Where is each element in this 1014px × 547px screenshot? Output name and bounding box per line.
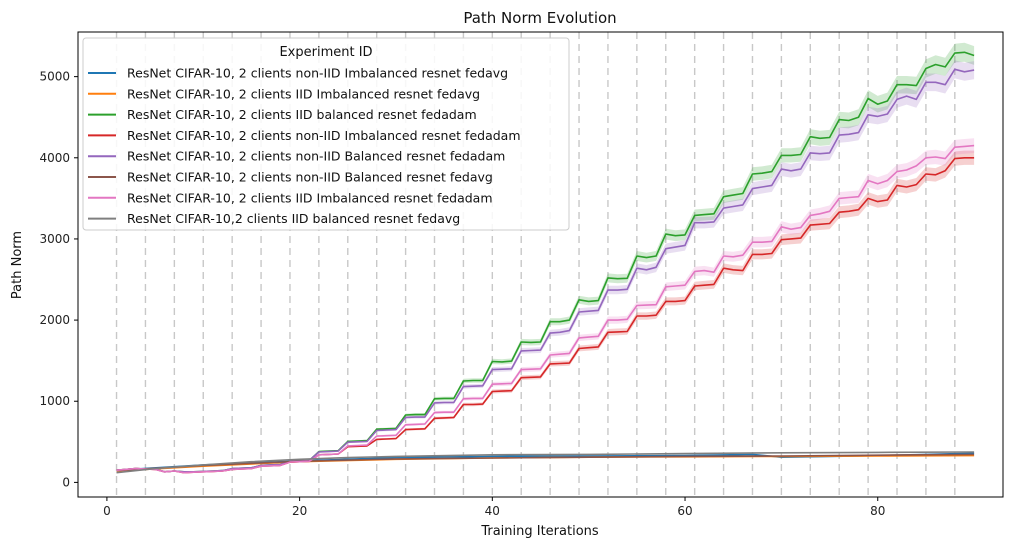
legend-label: ResNet CIFAR-10, 2 clients IID balanced … (127, 107, 477, 122)
x-axis-ticks: 0 20 40 60 80 (103, 497, 885, 518)
legend-label: ResNet CIFAR-10, 2 clients non-IID Balan… (127, 149, 505, 164)
legend-label: ResNet CIFAR-10, 2 clients IID Imbalance… (127, 86, 480, 101)
legend-entries: ResNet CIFAR-10, 2 clients non-IID Imbal… (88, 66, 521, 226)
x-axis-label: Training Iterations (480, 524, 599, 539)
y-axis-label: Path Norm (10, 231, 25, 299)
y-tick-label: 1000 (39, 394, 70, 408)
legend-label: ResNet CIFAR-10, 2 clients non-IID Imbal… (127, 128, 521, 143)
legend-label: ResNet CIFAR-10, 2 clients non-IID Balan… (127, 170, 493, 185)
plot-area-frame (77, 31, 1004, 498)
legend-label: ResNet CIFAR-10, 2 clients IID Imbalance… (127, 190, 493, 205)
legend-box (82, 37, 570, 231)
x-tick-label: 40 (485, 504, 500, 518)
x-tick-label: 60 (677, 504, 692, 518)
chart-title: Path Norm Evolution (463, 9, 616, 27)
x-tick-label: 20 (292, 504, 307, 518)
series-line (116, 451, 975, 474)
series-line (116, 453, 975, 472)
y-tick-label: 4000 (39, 151, 70, 165)
y-axis-ticks: 0 1000 2000 3000 4000 5000 (39, 70, 78, 489)
series-lines (116, 51, 975, 474)
y-tick-label: 2000 (39, 313, 70, 327)
x-tick-label: 80 (870, 504, 885, 518)
y-tick-label: 3000 (39, 232, 70, 246)
legend-label: ResNet CIFAR-10,2 clients IID balanced r… (127, 211, 460, 226)
legend: Experiment ID ResNet CIFAR-10, 2 clients… (82, 37, 570, 231)
legend-label: ResNet CIFAR-10, 2 clients non-IID Imbal… (127, 66, 508, 81)
x-tick-label: 0 (103, 504, 111, 518)
series-line (116, 144, 975, 474)
legend-title: Experiment ID (279, 45, 372, 60)
y-tick-label: 0 (62, 475, 70, 489)
y-tick-label: 5000 (39, 70, 70, 84)
